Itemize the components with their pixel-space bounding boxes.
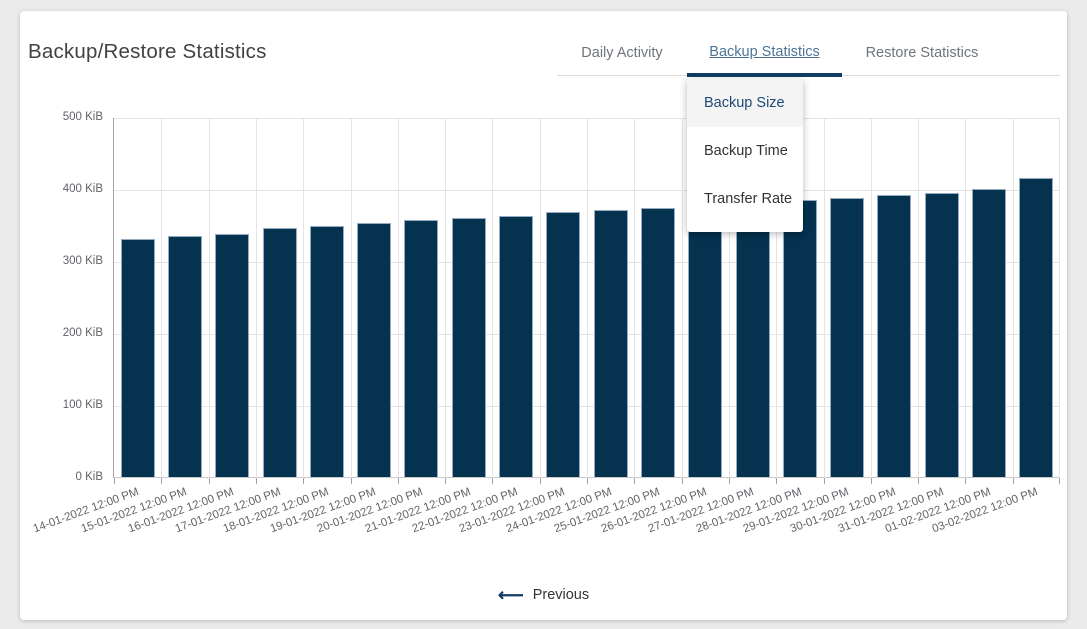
- x-gridline: [208, 118, 210, 478]
- tab-daily-activity[interactable]: Daily Activity: [557, 30, 687, 75]
- backup-statistics-card: Backup/Restore Statistics Daily Activity…: [20, 11, 1067, 620]
- x-gridline: [445, 118, 447, 478]
- bar-31-01-2022 12:00 PM[interactable]: [924, 192, 959, 477]
- x-gridline: [918, 118, 920, 478]
- menu-item-backup-size[interactable]: Backup Size: [687, 79, 803, 127]
- tab-restore-statistics[interactable]: Restore Statistics: [842, 30, 1002, 75]
- tab-backup-statistics[interactable]: Backup Statistics: [687, 30, 842, 77]
- bar-26-01-2022 12:00 PM[interactable]: [688, 204, 723, 477]
- x-axis-tick: [728, 478, 730, 484]
- x-axis-tick: [823, 478, 825, 484]
- x-axis-tick: [918, 478, 920, 484]
- x-gridline: [823, 118, 825, 478]
- bar-22-01-2022 12:00 PM[interactable]: [499, 215, 534, 477]
- bar-16-01-2022 12:00 PM[interactable]: [215, 233, 250, 477]
- bar-30-01-2022 12:00 PM[interactable]: [877, 194, 912, 477]
- menu-item-transfer-rate[interactable]: Transfer Rate: [704, 191, 793, 207]
- x-gridline: [776, 118, 778, 478]
- backup-statistics-dropdown-menu: Backup Size Backup Time Transfer Rate: [687, 79, 803, 232]
- y-axis-tick-label: 0 KiB: [75, 471, 104, 483]
- bar-23-01-2022 12:00 PM[interactable]: [546, 212, 581, 477]
- x-gridline: [681, 118, 683, 478]
- x-gridline: [965, 118, 967, 478]
- x-axis-tick: [303, 478, 305, 484]
- page-title: Backup/Restore Statistics: [28, 40, 267, 63]
- bar-25-01-2022 12:00 PM[interactable]: [640, 207, 675, 477]
- previous-label: Previous: [532, 587, 590, 603]
- x-axis-tick: [445, 478, 447, 484]
- x-gridline: [303, 118, 305, 478]
- bar-03-02-2022 12:00 PM[interactable]: [1019, 178, 1054, 477]
- bar-28-01-2022 12:00 PM[interactable]: [782, 199, 817, 477]
- x-axis-tick: [161, 478, 163, 484]
- y-axis-tick-label: 300 KiB: [62, 255, 103, 267]
- tab-restore-statistics-label: Restore Statistics: [865, 44, 979, 61]
- bar-14-01-2022 12:00 PM[interactable]: [120, 238, 155, 477]
- menu-item-backup-time[interactable]: Backup Time: [704, 143, 788, 159]
- x-gridline: [255, 118, 257, 478]
- x-axis-tick: [350, 478, 352, 484]
- x-gridline: [1059, 118, 1060, 478]
- y-axis-tick-label: 200 KiB: [62, 327, 103, 339]
- x-gridline: [397, 118, 399, 478]
- x-gridline: [587, 118, 588, 478]
- x-axis-tick: [114, 478, 115, 484]
- bar-18-01-2022 12:00 PM[interactable]: [309, 225, 344, 477]
- y-axis-tick-label: 400 KiB: [62, 183, 103, 195]
- left-arrow-icon: ⟵: [497, 585, 524, 605]
- x-axis-tick: [255, 478, 257, 484]
- bar-21-01-2022 12:00 PM[interactable]: [451, 217, 486, 477]
- x-axis-tick: [634, 478, 636, 484]
- x-axis-tick: [492, 478, 494, 484]
- x-gridline: [539, 118, 541, 478]
- bar-27-01-2022 12:00 PM[interactable]: [735, 202, 770, 477]
- x-axis-tick: [1012, 478, 1014, 484]
- x-gridline: [728, 118, 730, 478]
- x-gridline: [870, 118, 872, 478]
- x-gridline: [492, 118, 494, 478]
- x-axis-tick: [870, 478, 872, 484]
- tab-bar: Daily Activity Backup Statistics Restore…: [557, 30, 1060, 77]
- x-axis-tick: [965, 478, 967, 484]
- y-axis-tick-label: 500 KiB: [62, 111, 103, 123]
- bar-24-01-2022 12:00 PM[interactable]: [593, 209, 628, 477]
- bar-01-02-2022 12:00 PM[interactable]: [972, 189, 1007, 477]
- bar-17-01-2022 12:00 PM[interactable]: [262, 227, 297, 477]
- x-axis-tick: [587, 478, 588, 484]
- x-axis-tick: [539, 478, 541, 484]
- x-axis-tick: [776, 478, 778, 484]
- previous-page-button[interactable]: ⟵ Previous: [20, 586, 1067, 604]
- y-axis-tick-label: 100 KiB: [62, 399, 103, 411]
- bar-29-01-2022 12:00 PM[interactable]: [830, 197, 865, 477]
- x-axis-tick: [208, 478, 210, 484]
- x-gridline: [350, 118, 352, 478]
- x-axis-tick: [1059, 478, 1060, 484]
- x-gridline: [1012, 118, 1014, 478]
- tab-backup-statistics-label: Backup Statistics: [709, 43, 820, 60]
- x-gridline: [634, 118, 636, 478]
- x-gridline: [161, 118, 163, 478]
- bar-20-01-2022 12:00 PM[interactable]: [404, 219, 439, 477]
- bar-chart: 0 KiB 100 KiB 200 KiB 300 KiB 400 KiB 500 KiB…: [32, 111, 1060, 535]
- bar-19-01-2022 12:00 PM[interactable]: [357, 222, 392, 477]
- x-axis-tick: [681, 478, 683, 484]
- tab-daily-activity-label: Daily Activity: [581, 44, 663, 61]
- x-axis-tick: [397, 478, 399, 484]
- bar-15-01-2022 12:00 PM[interactable]: [167, 235, 202, 477]
